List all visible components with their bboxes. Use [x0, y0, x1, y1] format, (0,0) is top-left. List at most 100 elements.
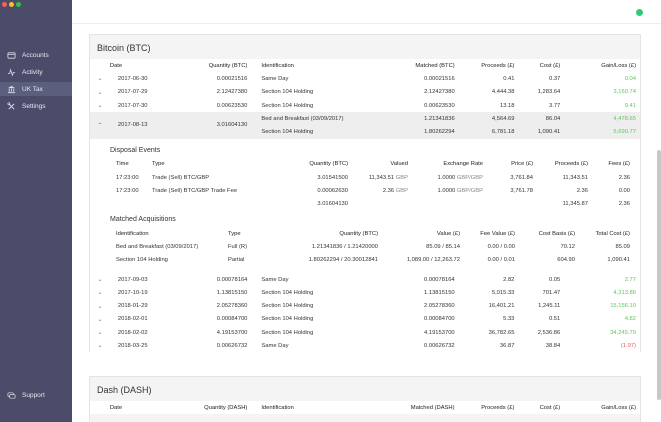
row-proceeds: 5.33	[503, 316, 515, 323]
maximize-window-button[interactable]	[16, 2, 21, 7]
row-identification: Bed and Breakfast (03/09/2017)	[116, 243, 199, 250]
row-matched: 1.80262294	[424, 129, 455, 136]
row-cost: 86.04	[545, 115, 561, 122]
total-proceeds: 11,345.87	[562, 201, 588, 208]
row-fee-value: 0.00 / 0.01	[487, 257, 515, 264]
row-cost: 0.37	[548, 75, 561, 82]
table-row[interactable]: ⌄ 2017-07-30 0.00623530 Section 104 Hold…	[90, 99, 640, 112]
row-proceeds: 13.18	[499, 102, 515, 109]
column-header: Valued	[390, 161, 408, 168]
row-quantity: 1.13815150	[216, 289, 248, 296]
sidebar-item-label: Settings	[22, 102, 46, 110]
sidebar-item-uk-tax[interactable]: UK Tax	[0, 82, 72, 96]
column-header: Date	[109, 62, 123, 69]
row-matched: 0.00078164	[424, 276, 455, 283]
column-header: Quantity (BTC)	[309, 161, 348, 168]
chevron-down-icon[interactable]: ⌄	[97, 103, 103, 110]
row-gain: 3,160.74	[613, 89, 636, 96]
row-gain: 4,313.86	[613, 289, 636, 296]
table-header-row: Identification Type Quantity (BTC) Value…	[110, 227, 630, 240]
sync-status-indicator	[636, 9, 643, 16]
top-bar	[72, 0, 661, 24]
btc-table-container: Date Quantity (BTC) Identification Match…	[90, 59, 640, 353]
scrollbar[interactable]	[657, 150, 661, 400]
section-title: Disposal Events	[110, 146, 161, 154]
row-identification: Same Day	[261, 276, 289, 283]
matched-acquisitions-table: Identification Type Quantity (BTC) Value…	[110, 227, 630, 267]
chevron-down-icon[interactable]: ⌄	[97, 316, 103, 323]
row-identification: Section 104 Holding	[261, 289, 314, 296]
expanded-row[interactable]: ⌃ 2017-08-13 3.01604130 Bed and Breakfas…	[90, 112, 640, 129]
table-row: 17:23:00 Trade (Sell) BTC/GBP Trade Fee …	[110, 184, 630, 197]
sidebar: Accounts Activity UK Tax Settings Suppor…	[0, 0, 72, 422]
column-header: Quantity (BTC)	[339, 230, 378, 237]
row-quantity: 2.05278360	[216, 303, 248, 310]
row-quantity: 0.00062630	[317, 188, 348, 195]
row-rate: 1.0000	[437, 188, 456, 195]
row-time: 17:23:00	[116, 188, 139, 195]
column-header: Time	[116, 161, 129, 168]
row-identification: Bed and Breakfast (03/09/2017)	[261, 115, 344, 122]
row-gain: 4.82	[624, 316, 636, 323]
row-type: Trade (Sell) BTC/GBP	[152, 174, 210, 181]
activity-icon	[7, 67, 16, 76]
row-matched: 1.13815150	[424, 289, 455, 296]
column-header: Type	[152, 161, 165, 168]
chevron-down-icon[interactable]: ⌄	[97, 76, 103, 83]
column-header: Identification	[116, 230, 149, 237]
close-window-button[interactable]	[2, 2, 7, 7]
chevron-down-icon[interactable]: ⌄	[97, 277, 103, 283]
table-total-row: 3.01604130 11,345.87 2.36	[110, 198, 630, 211]
table-row[interactable]: ⌄ 2018-02-01 0.00084700 Section 104 Holding…	[90, 313, 640, 326]
table-row[interactable]: ⌄ 2017-09-03 0.00078164 Same Day 0.00078164 2…	[90, 273, 640, 286]
row-gain: 5,690.77	[613, 129, 636, 136]
row-date: 2018-03-25	[117, 342, 148, 349]
chevron-down-icon[interactable]: ⌄	[97, 290, 103, 297]
card-title: Dash (DASH)	[97, 385, 152, 395]
chevron-down-icon[interactable]: ⌄	[97, 330, 103, 337]
chevron-down-icon[interactable]: ⌄	[97, 343, 103, 350]
table-row[interactable]: ⌄ 2017-06-30 0.00021516 Same Day 0.00021…	[90, 72, 640, 85]
chat-icon	[7, 391, 16, 399]
table-row[interactable]: ⌄ 2018-01-29 2.05278360 Section 104 Holding…	[90, 299, 640, 312]
section-title: Matched Acquisitions	[110, 215, 176, 223]
btc-disposals-table: Date Quantity (BTC) Identification Match…	[90, 59, 640, 139]
sidebar-item-accounts[interactable]: Accounts	[0, 48, 72, 62]
table-row[interactable]: ⌄ 2018-02-02 4.19153700 Section 104 Holding…	[90, 326, 640, 339]
table-row[interactable]: ⌄ 2017-10-19 1.13815150 Section 104 Holding…	[90, 286, 640, 299]
column-header: Identification	[261, 62, 294, 69]
column-header: Proceeds (£)	[481, 62, 515, 69]
sidebar-item-activity[interactable]: Activity	[0, 65, 72, 79]
row-type: Trade (Sell) BTC/GBP Trade Fee	[152, 188, 238, 195]
row-price: 3,761.78	[510, 188, 533, 195]
row-date: 2017-10-19	[117, 289, 148, 296]
table-header-row: Date Quantity (BTC) Identification Match…	[90, 59, 640, 72]
sidebar-item-support[interactable]: Support	[0, 388, 72, 402]
row-proceeds: 0.41	[503, 75, 515, 82]
row-quantity: 2.12427380	[216, 89, 248, 96]
main-content: Bitcoin (BTC) Date Quantity (BTC) Identi…	[72, 0, 661, 422]
row-rate-pair: GBP/GBP	[456, 188, 483, 195]
btc-disposals-table-continued: ⌄ 2017-09-03 0.00078164 Same Day 0.00078164 2…	[90, 273, 640, 353]
sidebar-item-settings[interactable]: Settings	[0, 99, 72, 113]
column-header: Price (£)	[511, 161, 533, 168]
column-header: Proceeds (£)	[481, 404, 515, 411]
disposal-events-table: Time Type Quantity (BTC) Valued Exchange…	[110, 158, 630, 211]
dash-disposals-table: Date Quantity (DASH) Identification Matc…	[90, 401, 640, 414]
row-quantity: 3.01541500	[317, 174, 348, 181]
row-identification: Section 104 Holding	[261, 129, 314, 136]
total-quantity: 3.01604130	[317, 201, 348, 208]
chevron-up-icon[interactable]: ⌃	[97, 122, 103, 129]
row-fees: 2.36	[618, 174, 630, 181]
table-row[interactable]: ⌄ 2017-07-29 2.12427380 Section 104 Hold…	[90, 86, 640, 99]
minimize-window-button[interactable]	[9, 2, 14, 7]
column-header: Identification	[261, 404, 294, 411]
tools-icon	[7, 101, 15, 110]
table-row[interactable]: ⌄ 2018-03-25 0.00626732 Same Day 0.00626732 3…	[90, 339, 640, 352]
row-fee-value: 0.00 / 0.00	[487, 243, 515, 250]
row-matched: 2.05278360	[424, 303, 455, 310]
chevron-down-icon[interactable]: ⌄	[97, 89, 103, 96]
chevron-down-icon[interactable]: ⌄	[97, 303, 103, 310]
row-gain: 34,245.79	[610, 329, 636, 336]
table-row: Bed and Breakfast (03/09/2017) Full (R) …	[110, 240, 630, 253]
